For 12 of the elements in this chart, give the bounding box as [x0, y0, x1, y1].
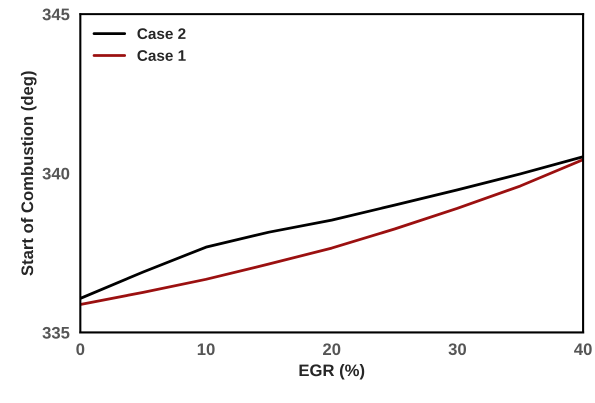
- legend-label: Case 1: [137, 50, 186, 61]
- x-tick-label: 20: [323, 343, 340, 356]
- y-tick-label: 345: [42, 8, 70, 20]
- legend-label: Case 2: [137, 28, 186, 40]
- y-tick-label: 335: [42, 326, 70, 339]
- y-axis-title: Start of Combustion (deg): [20, 71, 37, 276]
- x-tick-label: 40: [574, 343, 592, 356]
- x-tick-label: 30: [448, 343, 466, 356]
- x-axis-title: EGR (%): [299, 364, 364, 380]
- x-tick-label: 10: [198, 343, 215, 356]
- x-tick-label: 0: [76, 343, 84, 356]
- y-tick-label: 340: [42, 168, 70, 180]
